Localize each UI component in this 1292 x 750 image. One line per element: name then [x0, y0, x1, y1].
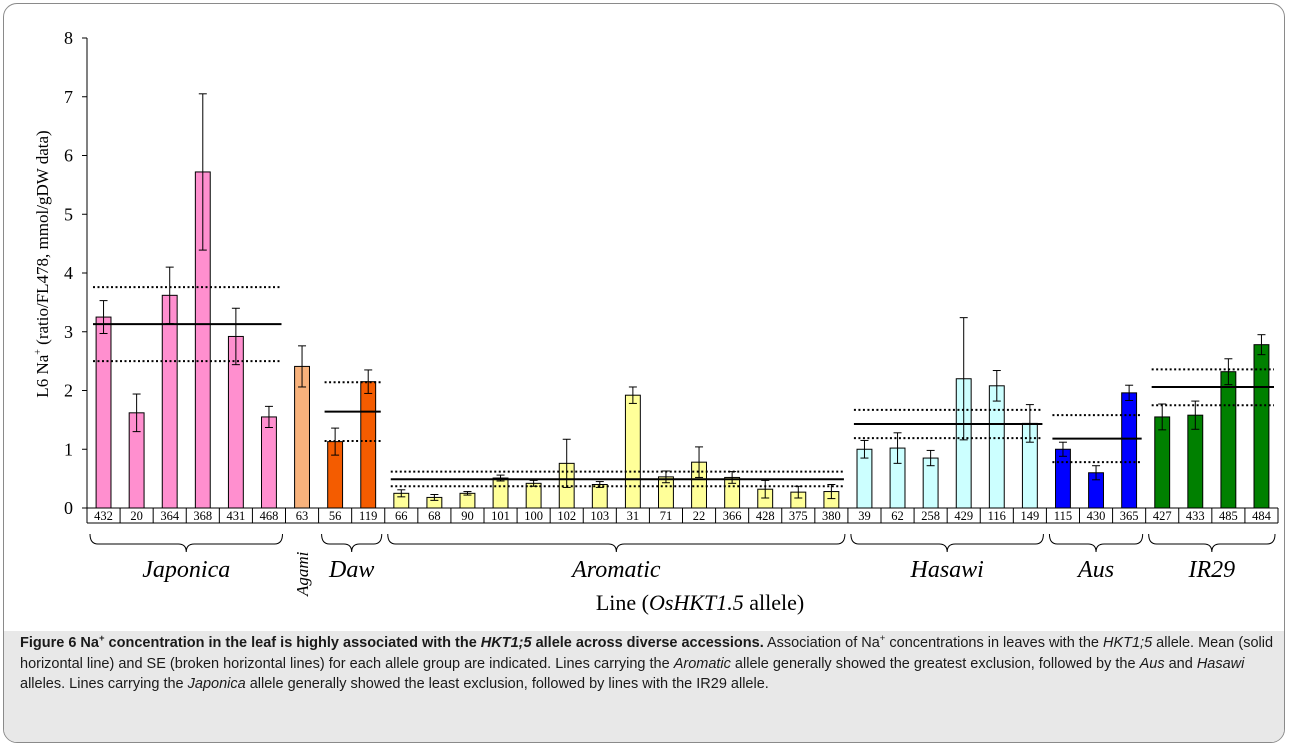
bar-116 [988, 385, 1005, 509]
bar-63 [294, 365, 310, 509]
bar-103 [591, 484, 608, 509]
x-tick-label: 119 [359, 509, 377, 523]
y-axis-label: L6 Na+ (ratio/FL478, mmol/gDW data) [33, 130, 52, 397]
group-brace-Hasawi [850, 533, 1044, 553]
caption-body: Association of Na+ concentrations in lea… [20, 633, 1274, 693]
figure-frame [3, 3, 1285, 743]
x-tick-label: 31 [627, 509, 640, 523]
bar-468 [261, 416, 277, 509]
group-brace-Japonica [89, 533, 283, 553]
x-tick-label: 116 [988, 509, 1006, 523]
y-tick-label: 0 [64, 498, 73, 518]
x-tick-label: 100 [524, 509, 543, 523]
x-tick-label: 429 [954, 509, 973, 523]
group-label-Daw: Daw [328, 557, 374, 583]
bar-100 [525, 482, 542, 509]
x-tick-label: 39 [858, 509, 871, 523]
group-brace-IR29 [1148, 533, 1276, 553]
x-tick-label: 468 [260, 509, 279, 523]
group-label-IR29: IR29 [1188, 557, 1236, 583]
y-tick-label: 8 [64, 28, 73, 48]
x-tick-label: 258 [921, 509, 940, 523]
group-label-Japonica: Japonica [142, 557, 230, 583]
bar-101 [492, 477, 509, 509]
group-brace-Aus [1048, 533, 1144, 553]
y-tick-label: 5 [64, 204, 73, 224]
x-tick-label: 90 [461, 509, 474, 523]
x-tick-label: 365 [1120, 509, 1139, 523]
group-label-Hasawi: Hasawi [909, 557, 983, 583]
x-tick-label: 66 [395, 509, 408, 523]
figure-caption: Figure 6 Na+ concentration in the leaf i… [20, 633, 1275, 695]
group-brace-Aromatic [387, 533, 846, 553]
caption-fragment: Association of Na [763, 635, 880, 651]
caption-fragment: Hasawi [1196, 655, 1245, 672]
category-label-table: 432 20 364 368 431 468 63 56 119 66 68 90 101 100 102 1… [86, 507, 1279, 524]
bar-119 [360, 381, 377, 509]
y-tick-label: 2 [64, 381, 73, 401]
x-tick-label: 102 [557, 509, 576, 523]
x-tick-label: 62 [891, 509, 904, 523]
caption-fragment: and [1164, 655, 1197, 672]
caption-fragment: Aus [1139, 655, 1165, 672]
y-axis: 0 1 2 3 4 5 6 7 8 [64, 28, 88, 518]
group-stat-lines [93, 286, 1274, 488]
bar-31 [624, 394, 641, 509]
x-tick-label: 364 [160, 509, 180, 523]
y-tick-label: 7 [64, 87, 73, 107]
bar-432 [95, 316, 112, 509]
caption-fragment: allele generally showed the least exclus… [245, 676, 769, 693]
x-tick-label: 101 [491, 509, 510, 523]
x-tick-label: 56 [329, 509, 342, 523]
bar-365 [1121, 392, 1138, 509]
x-tick-label: 375 [789, 509, 808, 523]
bar-series [95, 93, 1270, 509]
x-tick-label: 20 [130, 509, 143, 523]
bar-364 [161, 294, 178, 509]
x-tick-label: 368 [193, 509, 212, 523]
x-tick-label: 433 [1186, 509, 1205, 523]
caption-background [4, 631, 1284, 742]
caption-fragment: Japonica [187, 676, 246, 693]
group-label-Aromatic: Aromatic [570, 557, 661, 583]
group-brace-Daw [321, 533, 383, 553]
x-tick-label: 427 [1153, 509, 1172, 523]
x-tick-label: 380 [822, 509, 841, 523]
x-tick-label: 432 [94, 509, 113, 523]
x-tick-label: 71 [660, 509, 673, 523]
x-tick-label: 484 [1252, 509, 1272, 523]
group-label-Aus: Aus [1076, 557, 1114, 583]
caption-fragment: + [879, 633, 886, 645]
x-tick-label: 68 [428, 509, 441, 523]
bar-427 [1154, 416, 1171, 509]
x-tick-label: 485 [1219, 509, 1238, 523]
caption-fragment: Aromatic [673, 655, 731, 672]
caption-fragment: concentrations in leaves with the [885, 635, 1103, 651]
x-axis-label: Line (OsHKT1.5 allele) [596, 590, 804, 615]
x-tick-label: 63 [296, 509, 309, 523]
x-tick-label: 431 [227, 509, 246, 523]
caption-fragment: allele generally showed the greatest exc… [730, 655, 1140, 672]
caption-fragment: HKT1;5 [1102, 635, 1153, 651]
x-tick-label: 366 [723, 509, 742, 523]
caption-title: Figure 6 Na+ concentration in the leaf i… [20, 633, 764, 651]
x-tick-label: 103 [590, 509, 609, 523]
bar-115 [1055, 448, 1071, 509]
x-tick-label: 115 [1054, 509, 1072, 523]
caption-fragment: allele. Mean (solid horizontal line) and… [20, 635, 1274, 672]
y-tick-label: 3 [64, 322, 73, 342]
x-tick-label: 22 [693, 509, 706, 523]
y-tick-label: 1 [64, 439, 73, 459]
x-tick-label: 430 [1087, 509, 1106, 523]
x-tick-label: 428 [756, 509, 775, 523]
bar-485 [1220, 371, 1237, 509]
group-label-Agami: Agami [293, 551, 312, 597]
group-braces: Japonica Agami Daw Aromatic Hasawi Aus IR29 [89, 533, 1276, 597]
y-tick-label: 6 [64, 146, 73, 166]
y-tick-label: 4 [64, 263, 73, 283]
caption-fragment: alleles. Lines carrying the [20, 676, 188, 693]
x-tick-label: 149 [1021, 509, 1040, 523]
